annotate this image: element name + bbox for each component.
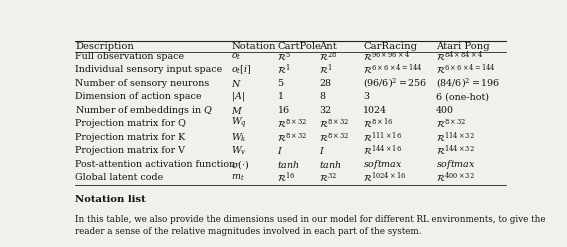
Text: Notation list: Notation list (75, 195, 146, 205)
Text: 16: 16 (277, 106, 290, 115)
Text: $\mathcal{R}^{114\times32}$: $\mathcal{R}^{114\times32}$ (435, 130, 475, 144)
Text: 1: 1 (277, 92, 284, 101)
Text: Description: Description (75, 42, 134, 51)
Text: $\mathcal{R}^{8\times32}$: $\mathcal{R}^{8\times32}$ (277, 118, 308, 130)
Text: $softmax$: $softmax$ (435, 158, 475, 171)
Text: $\mathcal{R}^{1024\times16}$: $\mathcal{R}^{1024\times16}$ (363, 170, 407, 185)
Text: $\mathcal{R}^{8\times32}$: $\mathcal{R}^{8\times32}$ (319, 118, 349, 130)
Text: Full observation space: Full observation space (75, 52, 184, 61)
Text: $W_k$: $W_k$ (231, 131, 247, 144)
Text: $\mathcal{R}^{96\times96\times4}$: $\mathcal{R}^{96\times96\times4}$ (363, 49, 411, 63)
Text: CartPole: CartPole (277, 42, 321, 51)
Text: $\mathcal{R}^5$: $\mathcal{R}^5$ (277, 50, 291, 62)
Text: $\mathcal{R}^{6\times6\times4=144}$: $\mathcal{R}^{6\times6\times4=144}$ (363, 62, 423, 77)
Text: $(84/6)^2 = 196$: $(84/6)^2 = 196$ (435, 77, 500, 90)
Text: $N$: $N$ (231, 78, 242, 89)
Text: Post-attention activation function: Post-attention activation function (75, 160, 235, 169)
Text: 32: 32 (319, 106, 331, 115)
Text: $\mathcal{R}^{6\times6\times4=144}$: $\mathcal{R}^{6\times6\times4=144}$ (435, 62, 495, 77)
Text: $M$: $M$ (231, 105, 243, 116)
Text: Projection matrix for V: Projection matrix for V (75, 146, 185, 155)
Text: $tanh$: $tanh$ (319, 159, 342, 170)
Text: Projection matrix for Q: Projection matrix for Q (75, 119, 186, 128)
Text: $\mathcal{R}^{84\times84\times4}$: $\mathcal{R}^{84\times84\times4}$ (435, 49, 483, 63)
Text: 400: 400 (435, 106, 454, 115)
Text: $o_t$: $o_t$ (231, 51, 242, 62)
Text: 28: 28 (319, 79, 331, 88)
Text: $I$: $I$ (277, 145, 284, 156)
Text: $\mathcal{R}^{8\times16}$: $\mathcal{R}^{8\times16}$ (363, 117, 393, 131)
Text: $|A|$: $|A|$ (231, 90, 246, 103)
Text: $\sigma(\cdot)$: $\sigma(\cdot)$ (231, 158, 249, 171)
Text: 3: 3 (363, 92, 369, 101)
Text: $\mathcal{R}^1$: $\mathcal{R}^1$ (277, 62, 291, 77)
Text: In this table, we also provide the dimensions used in our model for different RL: In this table, we also provide the dimen… (75, 214, 546, 236)
Text: $\mathcal{R}^{144\times32}$: $\mathcal{R}^{144\times32}$ (435, 144, 475, 158)
Text: $\mathcal{R}^{400\times32}$: $\mathcal{R}^{400\times32}$ (435, 170, 475, 185)
Text: Ant: Ant (319, 42, 337, 51)
Text: Atari Pong: Atari Pong (435, 42, 489, 51)
Text: 1024: 1024 (363, 106, 387, 115)
Text: $I$: $I$ (319, 145, 325, 156)
Text: $\mathcal{R}^{32}$: $\mathcal{R}^{32}$ (319, 171, 337, 184)
Text: Global latent code: Global latent code (75, 173, 163, 182)
Text: $\mathcal{R}^{111\times16}$: $\mathcal{R}^{111\times16}$ (363, 130, 402, 144)
Text: $\mathcal{R}^{8\times32}$: $\mathcal{R}^{8\times32}$ (319, 131, 349, 144)
Text: $o_t[i]$: $o_t[i]$ (231, 63, 252, 76)
Text: $m_t$: $m_t$ (231, 173, 245, 183)
Text: Number of embeddings in $Q$: Number of embeddings in $Q$ (75, 104, 214, 117)
Text: $W_v$: $W_v$ (231, 144, 247, 157)
Text: $\mathcal{R}^{8\times32}$: $\mathcal{R}^{8\times32}$ (435, 118, 466, 130)
Text: Projection matrix for K: Projection matrix for K (75, 133, 185, 142)
Text: $\mathcal{R}^{28}$: $\mathcal{R}^{28}$ (319, 50, 337, 62)
Text: $tanh$: $tanh$ (277, 159, 301, 170)
Text: $softmax$: $softmax$ (363, 158, 403, 171)
Text: 5: 5 (277, 79, 284, 88)
Text: $\mathcal{R}^1$: $\mathcal{R}^1$ (319, 62, 333, 77)
Text: CarRacing: CarRacing (363, 42, 417, 51)
Text: $\mathcal{R}^{8\times32}$: $\mathcal{R}^{8\times32}$ (277, 131, 308, 144)
Text: 6 (one-hot): 6 (one-hot) (435, 92, 489, 101)
Text: Individual sensory input space: Individual sensory input space (75, 65, 222, 74)
Text: $(96/6)^2 = 256$: $(96/6)^2 = 256$ (363, 77, 428, 90)
Text: Dimension of action space: Dimension of action space (75, 92, 202, 101)
Text: Notation: Notation (231, 42, 276, 51)
Text: Number of sensory neurons: Number of sensory neurons (75, 79, 210, 88)
Text: $\mathcal{R}^{144\times16}$: $\mathcal{R}^{144\times16}$ (363, 144, 402, 158)
Text: 8: 8 (319, 92, 325, 101)
Text: $W_q$: $W_q$ (231, 116, 247, 131)
Text: $\mathcal{R}^{16}$: $\mathcal{R}^{16}$ (277, 170, 296, 185)
